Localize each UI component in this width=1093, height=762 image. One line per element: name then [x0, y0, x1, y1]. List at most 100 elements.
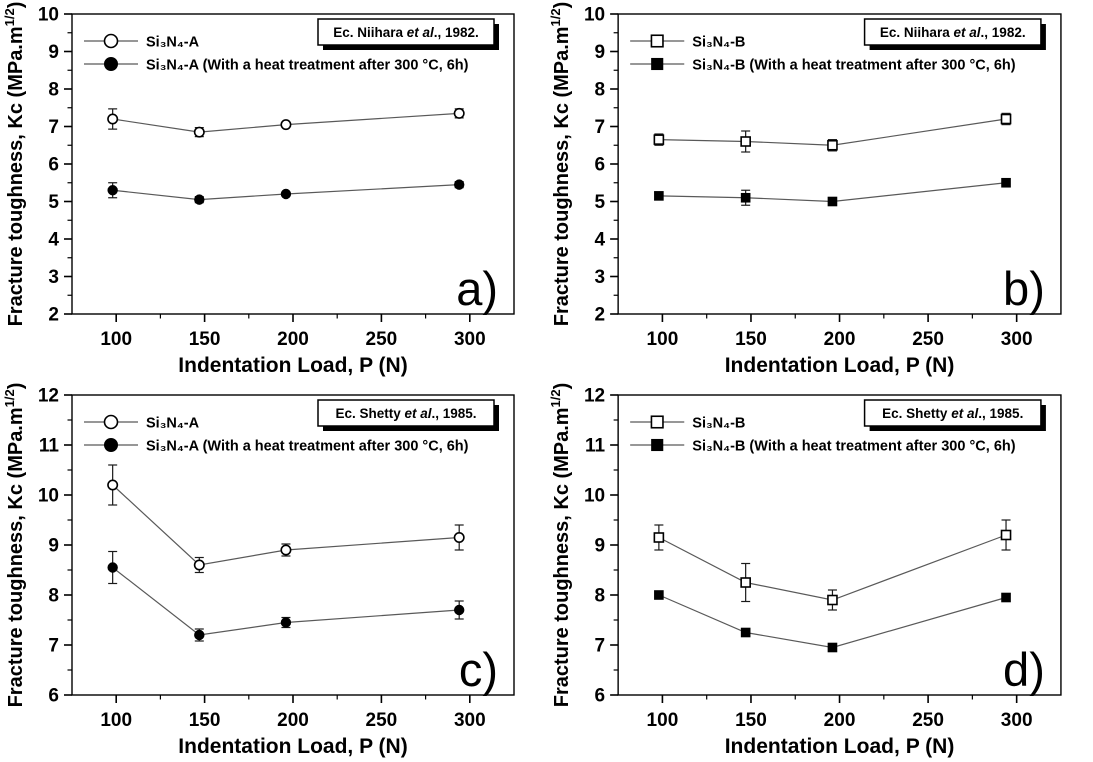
x-tick-label: 150: [189, 329, 221, 350]
x-axis-title: Indentation Load, P (N): [725, 354, 955, 377]
series-line: [658, 118, 1007, 146]
x-tick-label: 150: [735, 329, 767, 350]
open-circle-marker: [280, 119, 292, 131]
open-circle-marker: [107, 113, 119, 125]
filled-circle-marker: [104, 56, 119, 71]
y-tick-label: 3: [595, 267, 606, 288]
y-axis-title: Fracture toughness, Kc (MPa.m1/2): [548, 383, 573, 708]
y-tick-label: 4: [595, 230, 606, 251]
filled-square-marker: [651, 57, 664, 71]
series-line: [658, 594, 1007, 649]
y-tick-label: 9: [595, 536, 606, 557]
y-tick-label: 11: [39, 436, 60, 457]
open-square-marker: [650, 415, 664, 429]
open-square-marker: [740, 136, 751, 147]
y-tick-label: 8: [595, 586, 606, 607]
legend-label: Si₃N₄-A (With a heat treatment after 300…: [146, 58, 469, 74]
x-tick-label: 300: [454, 710, 486, 731]
y-tick-label: 4: [48, 230, 59, 251]
open-circle-marker: [280, 544, 292, 556]
reference-text: Ec. Shetty et al., 1985.: [882, 406, 1023, 421]
x-tick-label: 200: [824, 329, 856, 350]
filled-circle-marker: [194, 629, 205, 641]
legend-label: Si₃N₄-A: [146, 35, 200, 51]
filled-circle-marker: [280, 617, 292, 628]
open-circle-marker: [103, 33, 119, 49]
x-tick-label: 150: [189, 710, 221, 731]
x-tick-label: 200: [277, 710, 309, 731]
series-line: [658, 534, 1007, 601]
open-circle-marker: [193, 559, 205, 571]
reference-box: [317, 399, 495, 427]
legend-label: Si₃N₄-B (With a heat treatment after 300…: [692, 58, 1016, 74]
open-circle-marker: [103, 414, 119, 430]
filled-square-marker: [651, 438, 664, 452]
y-tick-label: 2: [595, 305, 606, 326]
reference-text: Ec. Niihara et al., 1982.: [880, 25, 1026, 40]
plot-frame: [71, 13, 515, 315]
panel-letter: b): [1003, 262, 1045, 315]
x-tick-label: 100: [647, 329, 679, 350]
filled-circle-marker: [107, 562, 118, 573]
x-tick-label: 250: [912, 710, 944, 731]
open-square-marker: [740, 577, 751, 588]
y-tick-label: 7: [48, 117, 59, 138]
x-tick-label: 300: [1001, 710, 1033, 731]
reference-box: [863, 399, 1042, 427]
filled-square-marker: [1001, 592, 1011, 603]
filled-circle-marker: [280, 188, 292, 200]
x-tick-label: 300: [1001, 329, 1033, 350]
panel-letter: c): [459, 643, 498, 696]
x-axis-title: Indentation Load, P (N): [178, 354, 407, 377]
filled-circle-marker: [453, 604, 465, 616]
x-axis-title: Indentation Load, P (N): [725, 735, 955, 758]
plot-frame: [617, 13, 1062, 315]
filled-square-marker: [827, 642, 838, 653]
y-tick-label: 6: [48, 686, 59, 707]
filled-circle-marker: [107, 185, 118, 196]
open-square-marker: [650, 34, 664, 48]
legend-label: Si₃N₄-B (With a heat treatment after 300…: [692, 439, 1016, 455]
filled-square-marker: [654, 191, 664, 201]
filled-circle-marker: [194, 194, 205, 205]
y-tick-label: 7: [48, 636, 59, 657]
y-tick-label: 5: [48, 192, 59, 213]
legend-label: Si₃N₄-A (With a heat treatment after 300…: [146, 439, 469, 455]
y-tick-label: 12: [584, 386, 605, 407]
panel-letter: d): [1003, 643, 1045, 696]
y-tick-label: 6: [48, 155, 59, 176]
filled-square-marker: [740, 192, 751, 203]
y-tick-label: 6: [595, 686, 606, 707]
y-tick-label: 6: [595, 155, 606, 176]
filled-square-marker: [740, 627, 751, 638]
y-tick-label: 11: [585, 436, 606, 457]
panel-letter: a): [456, 262, 498, 315]
panel-a: 2 3 4 5 6 7 8 9 10 100 150 200 250 300 Indentation Loa…: [0, 0, 546, 381]
open-square-marker: [1000, 529, 1012, 541]
chart-c: 6 7 8 9 10 11 12 100 150 200 250 300 Indentation Loa…: [0, 381, 546, 762]
y-tick-label: 12: [38, 386, 59, 407]
y-tick-label: 7: [595, 636, 606, 657]
chart-d: 6 7 8 9 10 11 12 100 150 200 250 300 Indentation Loa…: [546, 381, 1093, 762]
series-line: [112, 567, 460, 636]
reference-text: Ec. Niihara et al., 1982.: [333, 25, 479, 40]
x-tick-label: 250: [366, 710, 398, 731]
x-tick-label: 200: [277, 329, 309, 350]
reference-text: Ec. Shetty et al., 1985.: [335, 406, 476, 421]
open-circle-marker: [193, 126, 205, 138]
y-tick-label: 10: [38, 486, 59, 507]
y-tick-label: 9: [48, 536, 59, 557]
y-tick-label: 8: [48, 586, 59, 607]
open-square-marker: [1000, 113, 1012, 125]
x-tick-label: 250: [366, 329, 398, 350]
legend-label: Si₃N₄-B: [692, 35, 745, 51]
open-square-marker: [653, 532, 665, 543]
y-tick-label: 3: [48, 267, 59, 288]
y-tick-label: 5: [595, 192, 606, 213]
x-tick-label: 200: [824, 710, 856, 731]
x-tick-label: 100: [647, 710, 679, 731]
open-circle-marker: [107, 479, 119, 491]
y-tick-label: 9: [48, 42, 59, 63]
x-tick-label: 100: [100, 329, 132, 350]
